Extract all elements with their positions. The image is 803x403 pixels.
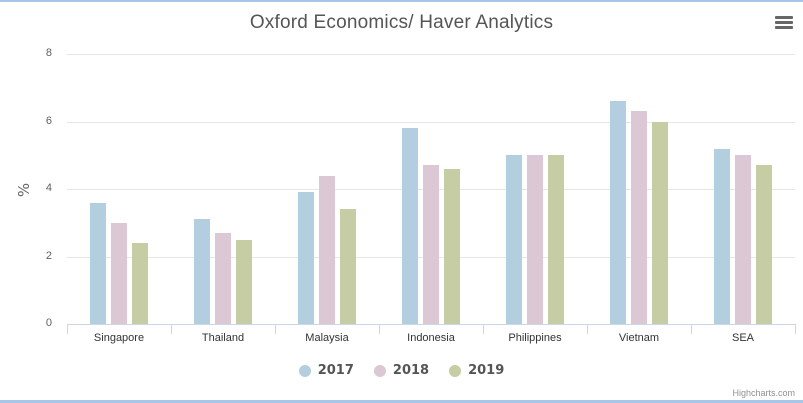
bar-2017-philippines[interactable] [506, 155, 522, 324]
x-axis-tick [691, 324, 692, 334]
bar-2017-thailand[interactable] [194, 219, 210, 324]
bar-2017-singapore[interactable] [90, 202, 106, 324]
x-tick-label: Malaysia [305, 332, 349, 344]
x-tick-label: SEA [731, 332, 754, 344]
chart-title: Oxford Economics/ Haver Analytics [249, 12, 554, 33]
bar-2017-vietnam[interactable] [610, 101, 626, 324]
bar-2019-thailand[interactable] [236, 239, 252, 324]
legend-marker-icon [373, 364, 386, 377]
bar-2017-sea[interactable] [714, 148, 730, 324]
legend-label: 2017 [317, 363, 354, 378]
credits-link[interactable]: Highcharts.com [732, 388, 795, 398]
x-axis-tick [587, 324, 588, 334]
bar-2018-indonesia[interactable] [423, 165, 439, 324]
legend-marker-icon [298, 364, 311, 377]
bar-2017-malaysia[interactable] [298, 192, 314, 324]
x-axis-tick [171, 324, 172, 334]
bar-2018-malaysia[interactable] [319, 175, 335, 324]
legend-item-2018[interactable]: 2018 [373, 363, 430, 378]
y-tick-label: 2 [45, 249, 52, 262]
bar-2019-indonesia[interactable] [444, 168, 460, 324]
y-tick-label: 0 [45, 317, 52, 329]
y-tick-label: 4 [45, 182, 52, 194]
x-axis-tick [275, 324, 276, 334]
bar-2019-malaysia[interactable] [340, 209, 356, 324]
x-tick-label: Singapore [93, 332, 145, 344]
legend-label: 2018 [392, 363, 430, 378]
x-tick-label: Indonesia [407, 332, 455, 344]
bar-2019-philippines[interactable] [548, 155, 564, 324]
bar-2018-philippines[interactable] [527, 155, 543, 324]
legend-item-2017[interactable]: 2017 [298, 363, 354, 378]
x-axis-tick [379, 324, 380, 334]
bar-2019-singapore[interactable] [132, 243, 148, 324]
x-axis-tick [483, 324, 484, 334]
y-tick-label: 8 [45, 47, 52, 59]
bottom-border [0, 400, 803, 403]
x-tick-label: Philippines [508, 332, 562, 344]
hamburger-menu-icon[interactable] [775, 16, 793, 31]
bar-2017-indonesia[interactable] [402, 128, 418, 324]
legend-marker-icon [449, 364, 462, 377]
legend-label: 2019 [468, 363, 505, 378]
legend: 2017 2018 2019 [0, 363, 803, 378]
x-tick-label: Thailand [201, 332, 245, 344]
gridline [67, 54, 795, 55]
bar-2019-vietnam[interactable] [652, 121, 668, 324]
bar-2018-vietnam[interactable] [631, 111, 647, 324]
bar-2018-thailand[interactable] [215, 232, 231, 324]
y-tick-label: 6 [45, 114, 52, 127]
x-axis-line [67, 324, 795, 325]
bar-2018-sea[interactable] [735, 155, 751, 324]
x-axis-tick [795, 324, 796, 334]
bar-2019-sea[interactable] [756, 165, 772, 324]
top-border [0, 0, 803, 2]
bar-2018-singapore[interactable] [111, 222, 127, 324]
x-axis-tick [67, 324, 68, 334]
x-tick-label: Vietnam [618, 332, 660, 344]
gridline [67, 121, 795, 123]
legend-item-2019[interactable]: 2019 [449, 363, 504, 378]
